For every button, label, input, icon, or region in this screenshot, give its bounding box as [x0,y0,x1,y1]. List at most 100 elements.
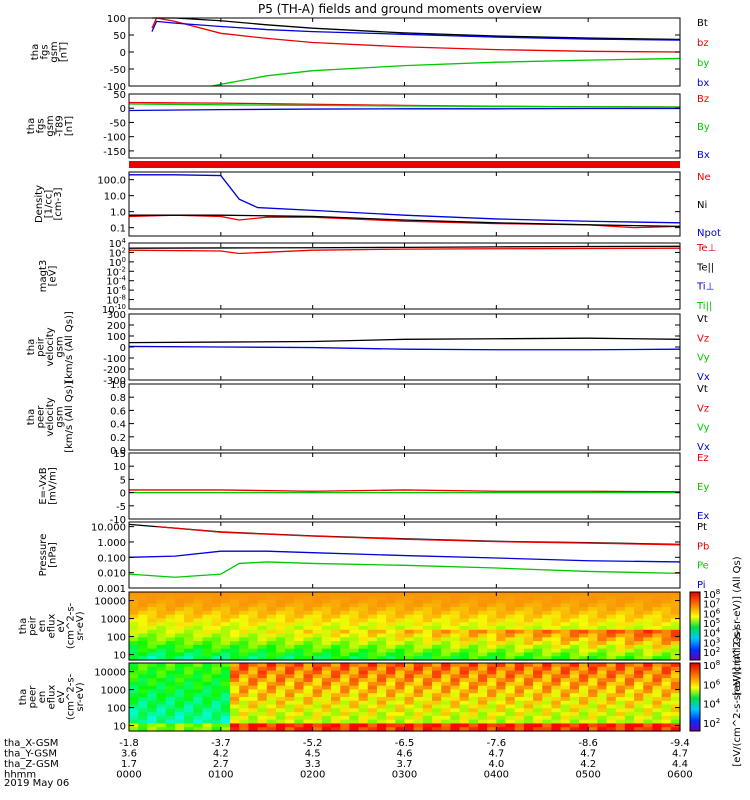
heatmap-cell [202,715,213,721]
heatmap-cell [248,648,259,654]
series-Bt [151,17,681,41]
heatmap-cell [450,666,461,672]
heatmap-cell [487,693,497,698]
heatmap-cell [569,626,580,631]
heatmap-cell [533,599,543,604]
heatmap-cell [147,723,158,728]
heatmap-cell [138,712,148,717]
heatmap-cell [266,689,277,694]
heatmap-cell [514,614,525,620]
heatmap-cell [358,685,369,691]
heatmap-cell [220,648,231,654]
heatmap-cell [266,666,277,672]
heatmap-cell [560,607,571,612]
heatmap-cell [239,633,249,638]
heatmap-cell [266,633,277,638]
heatmap-cell [184,689,194,694]
ephemeris-value: 0400 [484,770,509,781]
heatmap-cell [624,648,635,654]
colorbar-tick-label: 106 [703,678,721,691]
heatmap-cell [202,637,213,642]
heatmap-cell [294,700,305,706]
heatmap-cell [450,648,461,654]
heatmap-cell [340,697,350,702]
heatmap-cell [294,648,305,654]
heatmap-cell [487,641,497,646]
heatmap-cell [551,685,562,691]
heatmap-cell [349,697,360,702]
heatmap-cell [321,666,332,672]
heatmap-cell [542,641,553,646]
heatmap-cell [588,663,598,668]
heatmap-cell [569,674,580,679]
heatmap-cell [147,700,158,706]
heatmap-cell [551,603,562,608]
heatmap-cell [147,715,158,721]
heatmap-cell [505,723,516,728]
heatmap-cell [321,678,332,683]
y-axis-label: [cm-3] [53,187,64,220]
heatmap-cell [358,712,369,717]
heatmap-cell [450,700,461,706]
y-tick-label: -200 [103,365,126,376]
heatmap-cell [624,715,635,721]
status-bar [129,161,680,168]
heatmap-cell [285,666,295,672]
heatmap-cell [560,637,571,642]
heatmap-cell [156,641,167,646]
y-tick-label: 0 [120,104,126,115]
heatmap-cell [184,595,194,601]
heatmap-cell [459,595,470,601]
heatmap-cell [560,656,571,661]
heatmap-cell [533,644,543,650]
heatmap-cell [349,700,360,706]
heatmap-cell [386,637,396,642]
heatmap-cell [597,712,608,717]
heatmap-cell [358,666,369,672]
heatmap-cell [239,678,249,683]
heatmap-cell [643,610,654,616]
heatmap-cell [542,656,553,661]
heatmap-cell [624,614,635,620]
heatmap-cell [367,622,378,627]
y-tick-label: 5 [120,475,126,486]
heatmap-cell [468,633,479,638]
y-axis-label: en [37,620,48,633]
heatmap-cell [661,674,672,679]
heatmap-cell [432,670,442,675]
heatmap-cell [386,719,396,725]
heatmap-cell [413,674,424,679]
heatmap-cell [432,614,442,620]
heatmap-cell [340,678,350,683]
series-By [128,103,681,108]
heatmap-cell [551,697,562,702]
heatmap-cell [413,644,424,650]
heatmap-cell [477,681,488,687]
ephemeris-value: 0300 [392,770,417,781]
heatmap-cell [615,670,626,675]
heatmap-cell [597,715,608,721]
heatmap-cell [165,712,176,717]
heatmap-cell [514,595,525,601]
heatmap-cell [560,700,571,706]
heatmap-cell [165,656,176,661]
heatmap-cell [340,626,350,631]
heatmap-cell [432,723,442,728]
heatmap-cell [468,727,479,732]
heatmap-cell [670,641,681,646]
heatmap-cell [312,678,323,683]
heatmap-cell [386,693,396,698]
heatmap-cell [615,697,626,702]
heatmap-cell [487,656,497,661]
heatmap-cell [220,599,231,604]
heatmap-cell [248,663,259,668]
heatmap-cell [661,723,672,728]
heatmap-cell [211,678,222,683]
heatmap-cell [266,685,277,691]
y-axis-label: sr-eV) [75,682,86,711]
heatmap-cell [578,693,589,698]
heatmap-cell [220,674,231,679]
heatmap-cell [165,727,176,732]
heatmap-cell [578,685,589,691]
